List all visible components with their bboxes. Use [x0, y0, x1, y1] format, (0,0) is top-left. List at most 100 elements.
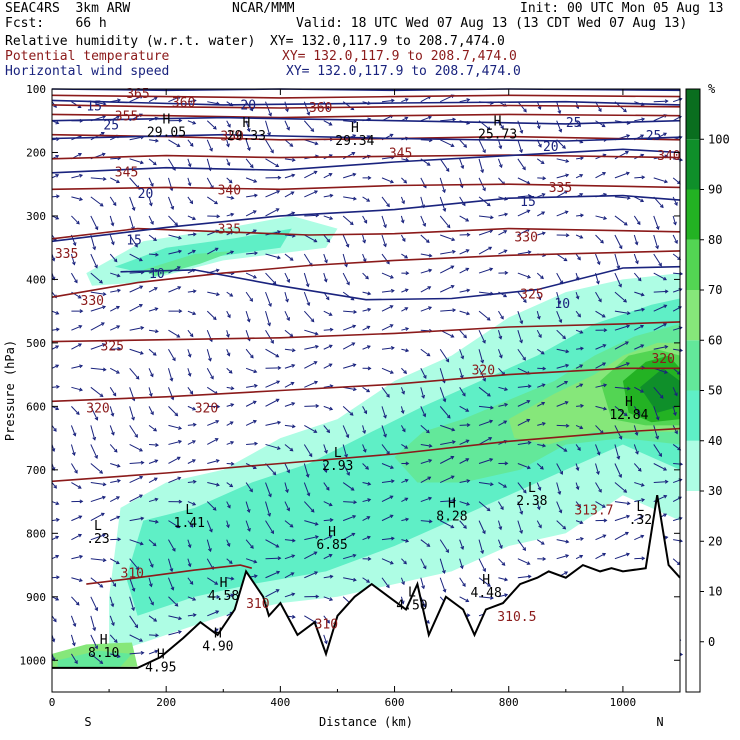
- wind-vector: [109, 425, 115, 435]
- wind-vector-head: [488, 437, 493, 441]
- wind-vector-head: [541, 421, 546, 426]
- wind-vector: [245, 400, 257, 407]
- y-tick-label: 900: [26, 591, 46, 604]
- wind-vector: [653, 215, 659, 230]
- wind-vector: [517, 385, 531, 388]
- wind-vector: [129, 271, 144, 274]
- wind-vector-head: [134, 434, 138, 438]
- wind-vector-head: [602, 552, 607, 557]
- wind-vector-head: [401, 238, 406, 242]
- wind-vector-head: [577, 447, 581, 451]
- wind-vector-head: [99, 393, 104, 398]
- wind-vector: [478, 246, 492, 255]
- theta-label: 320: [651, 352, 674, 367]
- wind-vector-head: [131, 607, 135, 612]
- wind-vector-head: [451, 440, 456, 445]
- wind-vector: [517, 272, 531, 279]
- wind-vector: [90, 534, 106, 541]
- wind-vector: [129, 285, 143, 293]
- wind-vector-head: [519, 149, 523, 154]
- wind-vector: [381, 480, 394, 484]
- wind-vector-head: [323, 278, 328, 283]
- wind-vector-head: [116, 179, 120, 184]
- wind-vector-head: [325, 296, 330, 301]
- wind-vector-head: [658, 262, 662, 267]
- wind-vector-head: [285, 108, 289, 113]
- wind-vector: [207, 386, 218, 395]
- wind-vector: [246, 443, 258, 445]
- wind-vector-head: [634, 431, 639, 436]
- wind-vector-head: [603, 328, 608, 333]
- wind-vector-head: [500, 125, 504, 130]
- wind-vector: [90, 253, 98, 268]
- wind-vector: [439, 158, 450, 172]
- wind-vector: [595, 215, 607, 220]
- wind-vector-head: [389, 133, 394, 138]
- wind-vector: [207, 247, 219, 255]
- wind-vector-head: [446, 414, 451, 419]
- wind-vector-head: [461, 202, 466, 207]
- wind-vector: [536, 291, 541, 300]
- wind-vector-head: [504, 212, 509, 217]
- valid-time: Valid: 18 UTC Wed 07 Aug 13 (13 CDT Wed …: [296, 16, 688, 31]
- wind-vector-head: [178, 249, 183, 254]
- wind-vector-head: [634, 241, 639, 246]
- wind-vector-head: [389, 275, 394, 279]
- wind-vector: [576, 538, 584, 541]
- wind-vector: [536, 329, 542, 338]
- wind-vector-head: [655, 226, 660, 231]
- wind-vector-head: [192, 501, 197, 506]
- wind-vector-head: [450, 455, 455, 460]
- wind-vector: [71, 365, 83, 369]
- wind-vector: [148, 498, 158, 503]
- wind-vector: [653, 425, 659, 439]
- wind-vector-head: [187, 182, 192, 187]
- colorbar-tick-label: 60: [708, 333, 722, 347]
- wind-vector: [459, 480, 470, 484]
- wind-vector: [672, 253, 681, 260]
- wind-vector: [265, 291, 272, 307]
- wind-vector: [226, 539, 230, 547]
- wind-vector: [284, 593, 295, 598]
- wind-vector: [90, 482, 106, 486]
- colorbar-tick-label: 10: [708, 585, 722, 599]
- wind-vector-head: [139, 541, 144, 546]
- wind-vector-head: [504, 402, 509, 407]
- wind-vector: [478, 229, 493, 236]
- wind-vector-head: [486, 126, 491, 131]
- wind-vector-head: [596, 471, 600, 475]
- wind-vector: [71, 174, 83, 179]
- wind-vector-head: [116, 273, 121, 278]
- wind-label: 20: [543, 140, 559, 155]
- wind-vector: [576, 347, 584, 350]
- wind-vector-head: [153, 618, 158, 622]
- wind-vector-head: [367, 481, 372, 486]
- wind-vector: [401, 177, 407, 184]
- wind-vector: [109, 634, 118, 643]
- wind-vector: [420, 443, 432, 447]
- wind-vector: [148, 387, 152, 397]
- wind-vector: [459, 405, 469, 412]
- extremum-value: 2.38: [516, 494, 547, 509]
- wind-vector-head: [169, 377, 174, 382]
- wind-vector: [439, 558, 446, 574]
- extremum-letter: H: [448, 497, 456, 512]
- wind-vector-head: [664, 179, 669, 184]
- wind-vector: [401, 518, 409, 522]
- wind-vector-head: [450, 284, 455, 289]
- wind-vector-head: [536, 125, 541, 130]
- wind-vector: [187, 177, 191, 186]
- wind-vector: [478, 558, 486, 572]
- wind-vector: [536, 482, 541, 491]
- organization-label: NCAR/MMM: [232, 1, 295, 16]
- y-tick-label: 500: [26, 337, 46, 350]
- wind-vector-head: [246, 318, 251, 323]
- x-tick-label: 800: [499, 696, 519, 709]
- wind-vector: [556, 381, 568, 388]
- wind-vector-head: [230, 593, 235, 598]
- wind-vector-head: [213, 125, 217, 130]
- wind-vector-head: [268, 112, 272, 117]
- theta-label: 325: [101, 340, 124, 355]
- wind-vector: [362, 516, 370, 522]
